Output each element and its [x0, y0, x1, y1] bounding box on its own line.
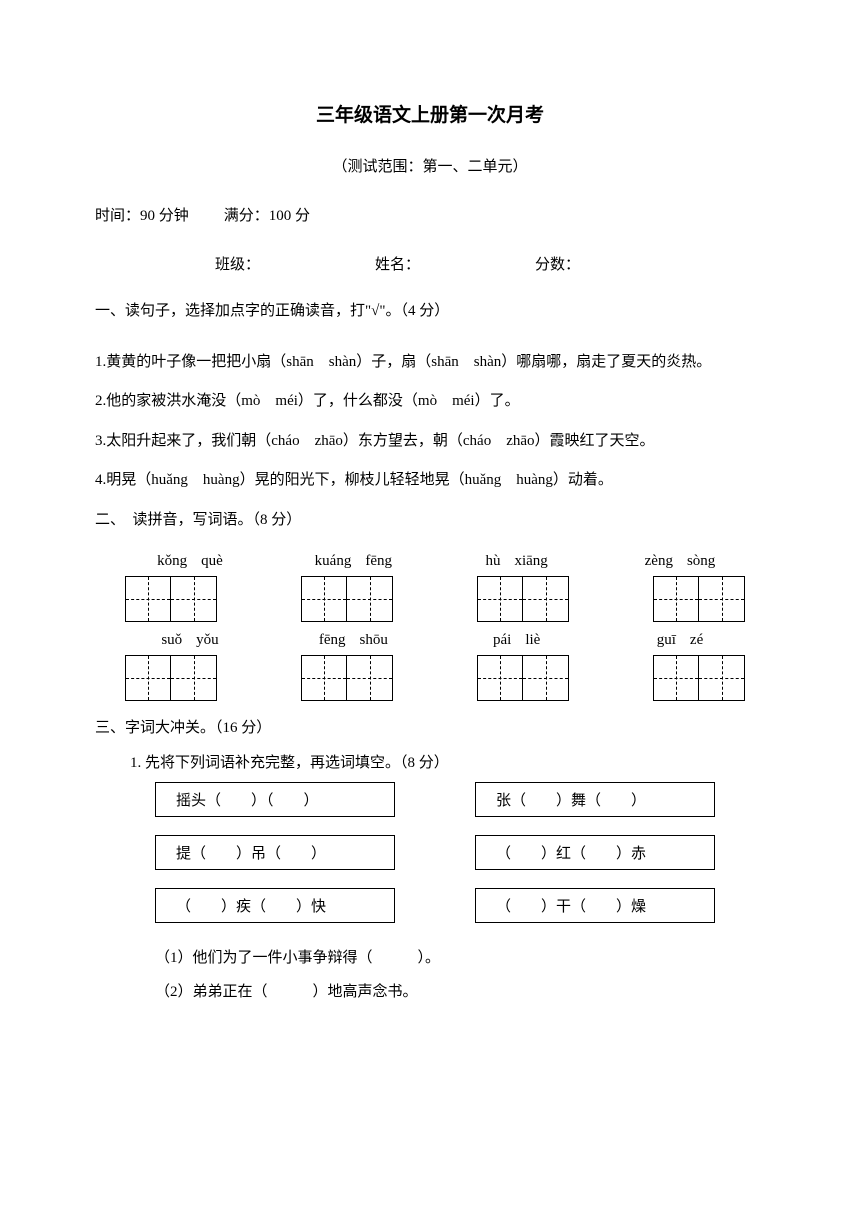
- pinyin-group: kuángfēng: [288, 553, 418, 570]
- idiom-box: （ ）疾（ ）快: [155, 888, 395, 923]
- pinyin-row-1: kǒngquè kuángfēng hùxiāng zèngsòng: [95, 553, 765, 570]
- tianzi-box: [301, 576, 393, 622]
- section-3-title: 三、字词大冲关。（16 分）: [95, 711, 765, 746]
- fullscore-label: 满分：100 分: [224, 208, 310, 224]
- tianzi-box: [653, 655, 745, 701]
- tianzi-box-row-2: [95, 655, 765, 701]
- idiom-box: （ ）干（ ）燥: [475, 888, 715, 923]
- idiom-row: （ ）疾（ ）快 （ ）干（ ）燥: [130, 888, 765, 923]
- fill-item-1: （1）他们为了一件小事争辩得（ ）。: [130, 941, 765, 976]
- pinyin-group: suǒyǒu: [125, 632, 255, 649]
- time-score-row: 时间：90 分钟 满分：100 分: [95, 204, 765, 225]
- pinyin-group: guīzé: [615, 632, 745, 649]
- idiom-box: 张（ ）舞（ ）: [475, 782, 715, 817]
- name-label: 姓名：: [375, 257, 420, 273]
- pinyin-group: zèngsòng: [615, 553, 745, 570]
- pinyin-group: fēngshōu: [288, 632, 418, 649]
- idiom-row: 摇头（ ）（ ） 张（ ）舞（ ）: [130, 782, 765, 817]
- tianzi-box-row-1: [95, 576, 765, 622]
- tianzi-box: [301, 655, 393, 701]
- section-1-item-2: 2.他的家被洪水淹没（mò méi）了，什么都没（mò méi）了。: [95, 384, 765, 419]
- time-label: 时间：90 分钟: [95, 208, 189, 224]
- section-1-item-1: 1.黄黄的叶子像一把把小扇（shān shàn）子，扇（shān shàn）哪扇…: [95, 345, 765, 380]
- class-label: 班级：: [215, 257, 260, 273]
- fill-item-2: （2）弟弟正在（ ）地高声念书。: [130, 975, 765, 1010]
- idiom-box: 提（ ）吊（ ）: [155, 835, 395, 870]
- tianzi-box: [477, 576, 569, 622]
- pinyin-group: páiliè: [452, 632, 582, 649]
- pinyin-group: kǒngquè: [125, 553, 255, 570]
- section-1-title: 一、读句子，选择加点字的正确读音，打"√"。（4 分）: [95, 294, 765, 329]
- section-2-title: 二、 读拼音，写词语。（8 分）: [95, 503, 765, 538]
- tianzi-box: [125, 655, 217, 701]
- idiom-box: 摇头（ ）（ ）: [155, 782, 395, 817]
- idiom-row: 提（ ）吊（ ） （ ）红（ ）赤: [130, 835, 765, 870]
- idiom-box: （ ）红（ ）赤: [475, 835, 715, 870]
- pinyin-group: hùxiāng: [452, 553, 582, 570]
- pinyin-row-2: suǒyǒu fēngshōu páiliè guīzé: [95, 632, 765, 649]
- tianzi-box: [477, 655, 569, 701]
- tianzi-box: [653, 576, 745, 622]
- student-info-row: 班级： 姓名： 分数：: [95, 253, 765, 274]
- page-title: 三年级语文上册第一次月考: [95, 100, 765, 127]
- tianzi-box: [125, 576, 217, 622]
- section-1-item-4: 4.明晃（huǎng huàng）晃的阳光下，柳枝儿轻轻地晃（huǎng huà…: [95, 463, 765, 498]
- section-1-item-3: 3.太阳升起来了，我们朝（cháo zhāo）东方望去，朝（cháo zhāo）…: [95, 424, 765, 459]
- score-label: 分数：: [535, 257, 580, 273]
- section-3-sub1-title: 1. 先将下列词语补充完整，再选词填空。（8 分）: [130, 751, 765, 772]
- page-subtitle: （测试范围：第一、二单元）: [95, 155, 765, 176]
- section-3-sub1: 1. 先将下列词语补充完整，再选词填空。（8 分） 摇头（ ）（ ） 张（ ）舞…: [95, 751, 765, 1010]
